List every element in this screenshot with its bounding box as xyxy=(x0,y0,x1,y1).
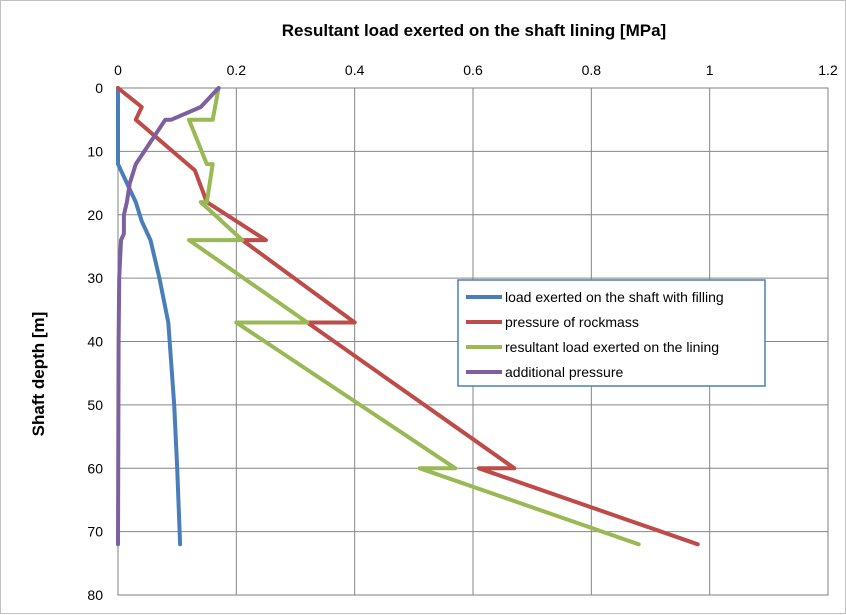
x-tick-label: 0.4 xyxy=(345,62,365,78)
y-tick-label: 0 xyxy=(95,80,103,96)
legend-label-1: pressure of rockmass xyxy=(505,314,639,330)
legend-label-2: resultant load exerted on the lining xyxy=(505,339,719,355)
y-tick-label: 50 xyxy=(87,397,103,413)
series-layer xyxy=(116,86,700,547)
x-tick-label: 1 xyxy=(706,62,714,78)
series-line-2 xyxy=(187,86,641,547)
legend-label-0: load exerted on the shaft with filling xyxy=(505,289,724,305)
y-tick-label: 30 xyxy=(87,270,103,286)
series-line-0 xyxy=(116,86,183,547)
y-tick-label: 10 xyxy=(87,143,103,159)
legend: load exerted on the shaft with filling pr… xyxy=(457,279,766,387)
y-tick-label: 60 xyxy=(87,460,103,476)
x-axis-title: Resultant load exerted on the shaft lini… xyxy=(282,21,666,40)
x-tick-label: 0.6 xyxy=(463,62,483,78)
legend-box xyxy=(457,279,766,387)
y-tick-label: 80 xyxy=(87,587,103,603)
x-tick-label: 0.8 xyxy=(582,62,602,78)
x-tick-labels: 0 0.2 0.4 0.6 0.8 1 1.2 xyxy=(114,62,838,78)
series-line-1 xyxy=(116,86,700,547)
x-tick-label: 0 xyxy=(114,62,122,78)
y-tick-label: 70 xyxy=(87,524,103,540)
legend-label-3: additional pressure xyxy=(505,364,624,380)
y-tick-label: 20 xyxy=(87,207,103,223)
x-tick-label: 1.2 xyxy=(818,62,838,78)
y-tick-label: 40 xyxy=(87,334,103,350)
y-tick-labels: 0 10 20 30 40 50 60 70 80 xyxy=(87,80,103,603)
series-line-3 xyxy=(116,86,221,547)
x-tick-label: 0.2 xyxy=(227,62,247,78)
y-axis-title: Shaft depth [m] xyxy=(29,312,48,437)
